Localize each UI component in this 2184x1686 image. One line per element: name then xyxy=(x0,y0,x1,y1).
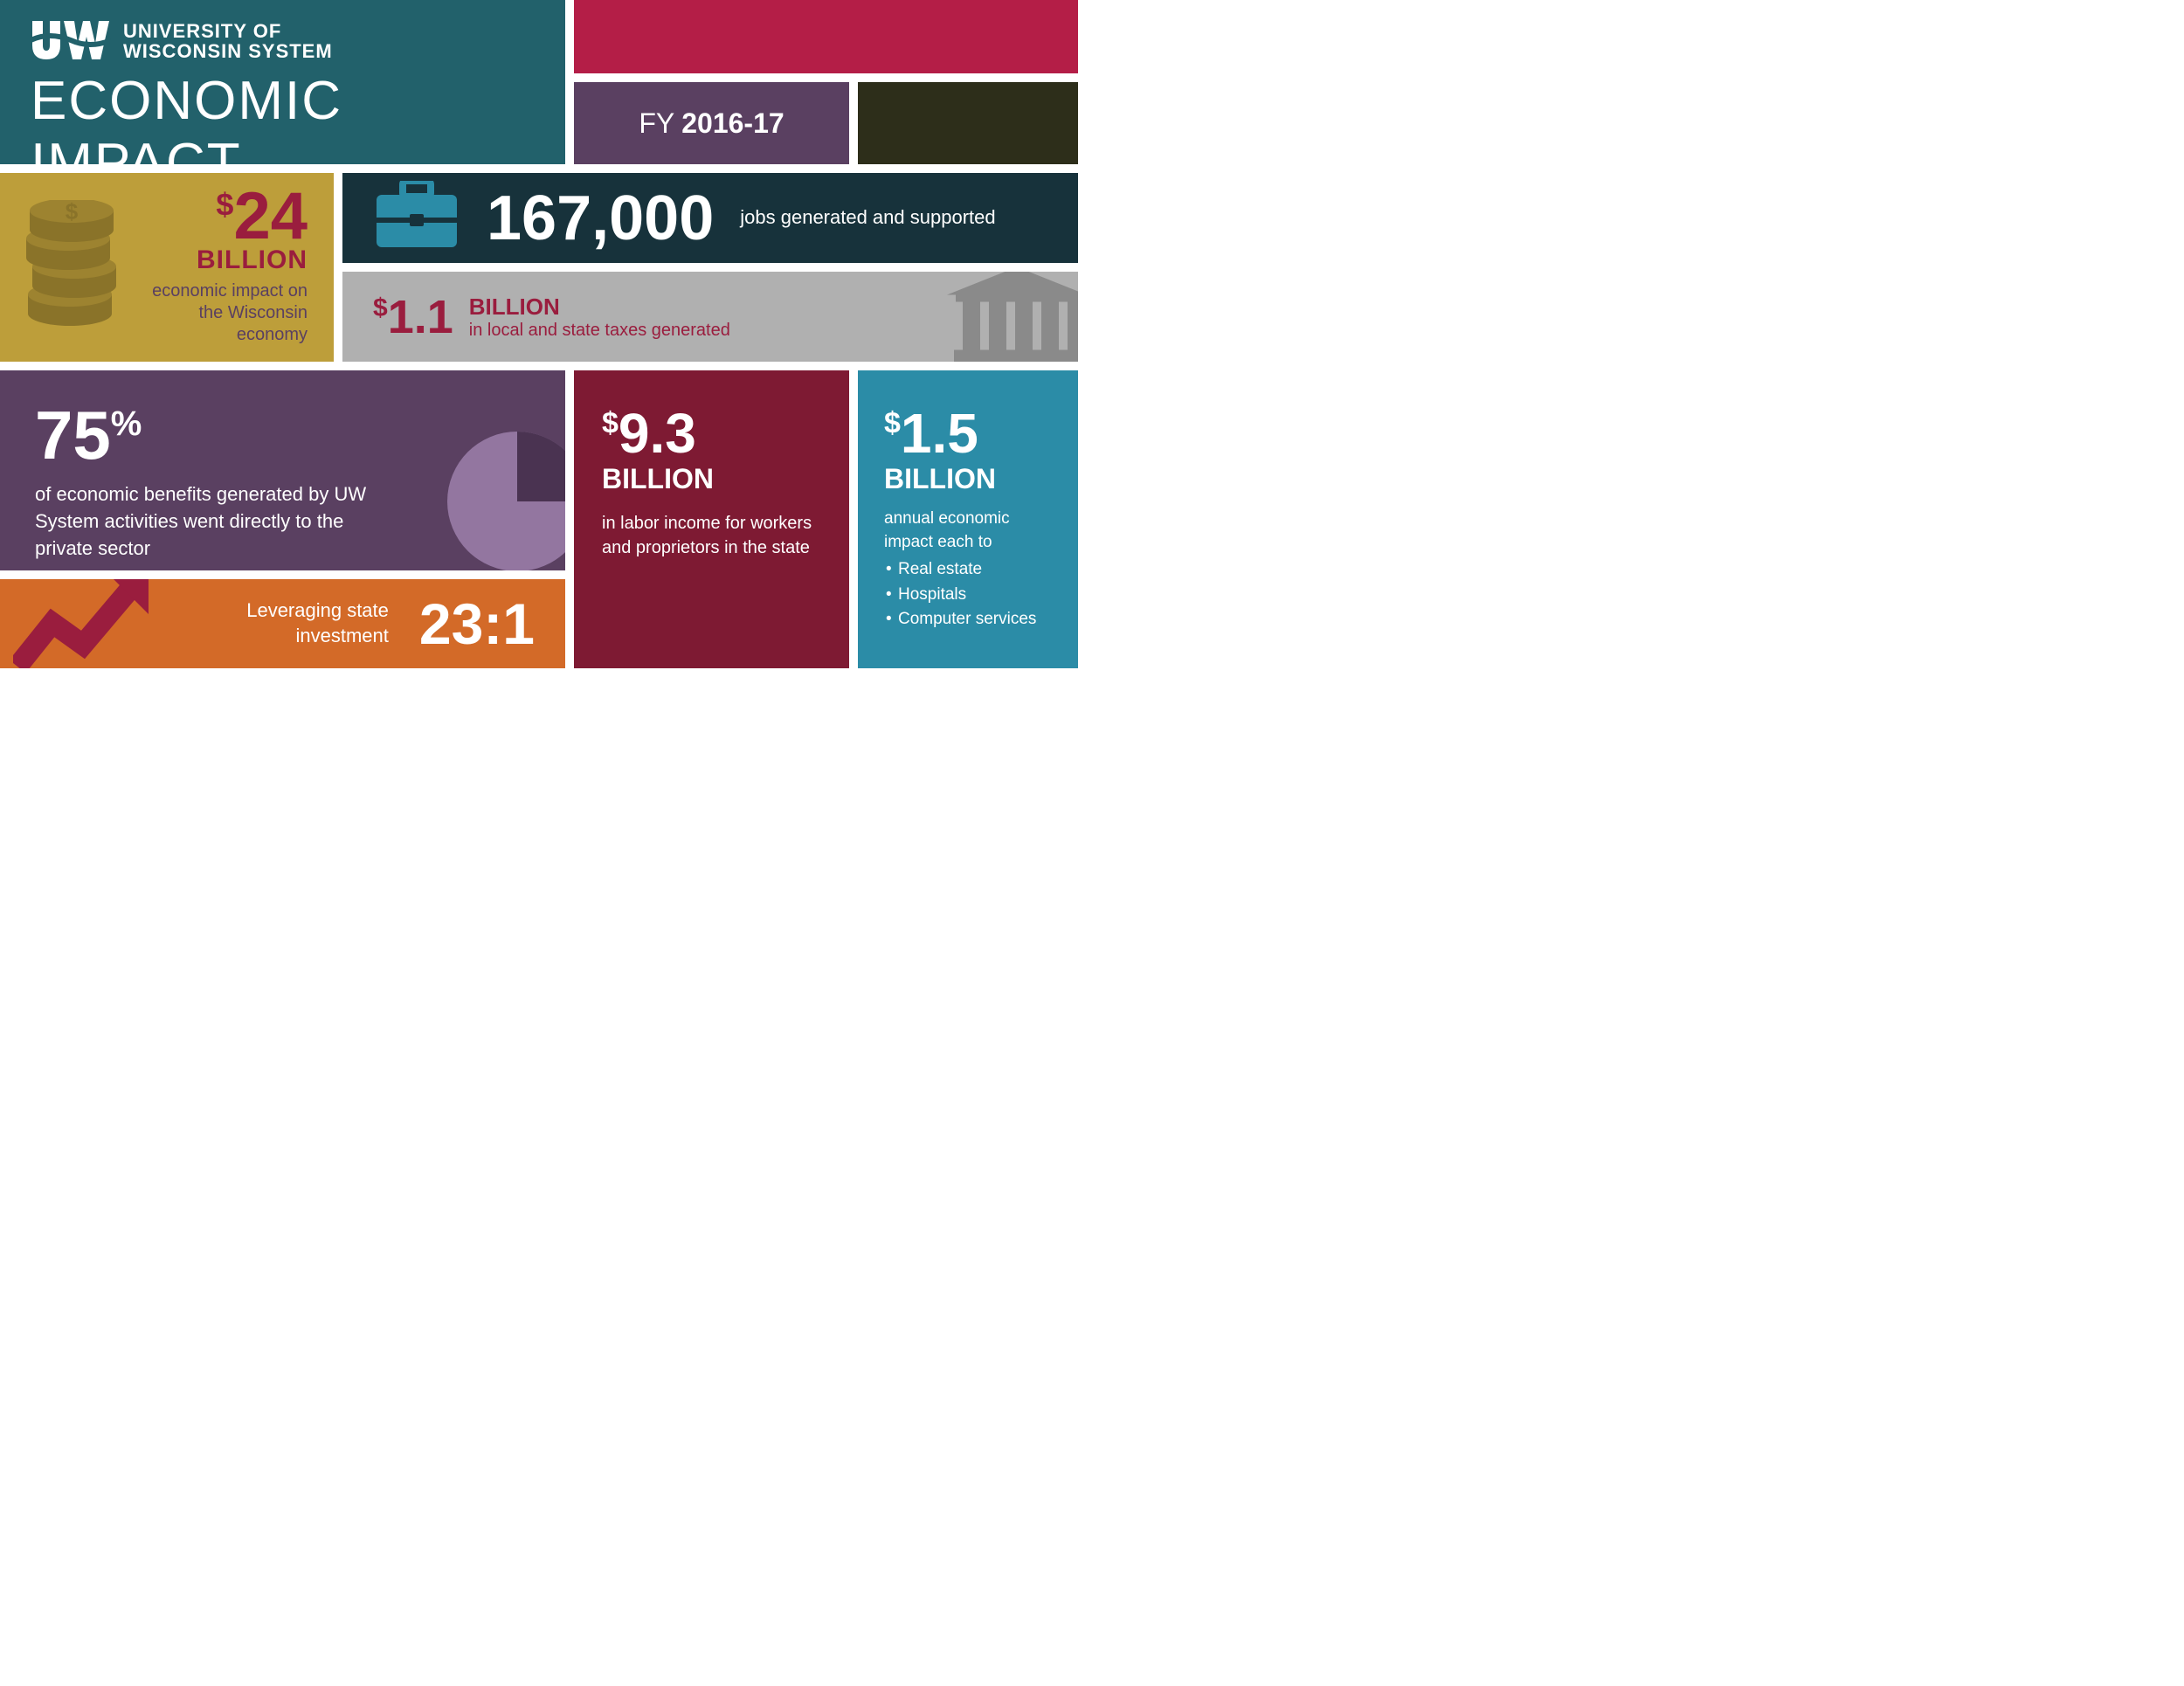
org-line1: UNIVERSITY OF xyxy=(123,21,333,41)
uw-logo-mark xyxy=(31,19,111,63)
labor-unit: BILLION xyxy=(602,463,821,495)
taxes-unit: BILLION xyxy=(469,294,730,321)
annual-desc: annual economic impact each to xyxy=(884,508,1052,554)
impact-text: $24 BILLION economic impact on the Wisco… xyxy=(142,189,308,346)
logo-text: UNIVERSITY OF WISCONSIN SYSTEM xyxy=(123,21,333,61)
org-line2: WISCONSIN SYSTEM xyxy=(123,41,333,61)
annual-list: Real estate Hospitals Computer services xyxy=(884,557,1052,632)
coins-icon: $ xyxy=(26,200,122,335)
briefcase-icon xyxy=(373,181,460,255)
p75-desc: of economic benefits generated by UW Sys… xyxy=(35,481,384,562)
economic-impact-tile: $ $24 BILLION economic impact on the Wis… xyxy=(0,164,342,362)
taxes-text: BILLION in local and state taxes generat… xyxy=(469,294,730,341)
taxes-tile: $1.1 BILLION in local and state taxes ge… xyxy=(342,263,1078,362)
decorative-red-block xyxy=(574,0,1078,82)
impact-value: $24 xyxy=(142,189,308,245)
annual-impact-tile: $1.5 BILLION annual economic impact each… xyxy=(858,362,1078,668)
fy-prefix: FY xyxy=(639,107,674,140)
impact-desc: economic impact on the Wisconsin economy xyxy=(142,280,308,346)
jobs-desc: jobs generated and supported xyxy=(740,205,995,231)
jobs-tile: 167,000 jobs generated and supported xyxy=(342,164,1078,263)
annual-unit: BILLION xyxy=(884,463,1052,495)
annual-item-0: Real estate xyxy=(884,557,1052,583)
infographic-grid: UNIVERSITY OF WISCONSIN SYSTEM ECONOMIC … xyxy=(0,0,1078,843)
leverage-label: Leveraging state investment xyxy=(166,598,389,648)
labor-income-tile: $9.3 BILLION in labor income for workers… xyxy=(574,362,858,668)
taxes-desc: in local and state taxes generated xyxy=(469,321,730,341)
logo-row: UNIVERSITY OF WISCONSIN SYSTEM xyxy=(31,19,535,63)
arrow-up-icon xyxy=(13,579,153,668)
percent75-tile: 75% of economic benefits generated by UW… xyxy=(0,362,574,579)
leverage-ratio: 23:1 xyxy=(419,591,535,657)
svg-text:$: $ xyxy=(66,200,79,225)
fy-year: 2016-17 xyxy=(681,107,784,140)
jobs-value: 167,000 xyxy=(487,183,714,254)
annual-item-1: Hospitals xyxy=(884,583,1052,608)
labor-desc: in labor income for workers and propriet… xyxy=(602,511,821,560)
header-main: UNIVERSITY OF WISCONSIN SYSTEM ECONOMIC … xyxy=(0,0,574,164)
leverage-tile: Leveraging state investment 23:1 xyxy=(0,579,574,668)
labor-value: $9.3 xyxy=(602,405,821,461)
bank-icon xyxy=(947,266,1078,362)
fiscal-year-block: FY 2016-17 xyxy=(574,82,858,164)
taxes-value: $1.1 xyxy=(373,290,453,344)
decorative-olive-block xyxy=(858,82,1078,164)
impact-unit: BILLION xyxy=(142,245,308,275)
annual-item-2: Computer services xyxy=(884,607,1052,632)
pie-chart-icon xyxy=(443,427,574,579)
annual-value: $1.5 xyxy=(884,405,1052,461)
